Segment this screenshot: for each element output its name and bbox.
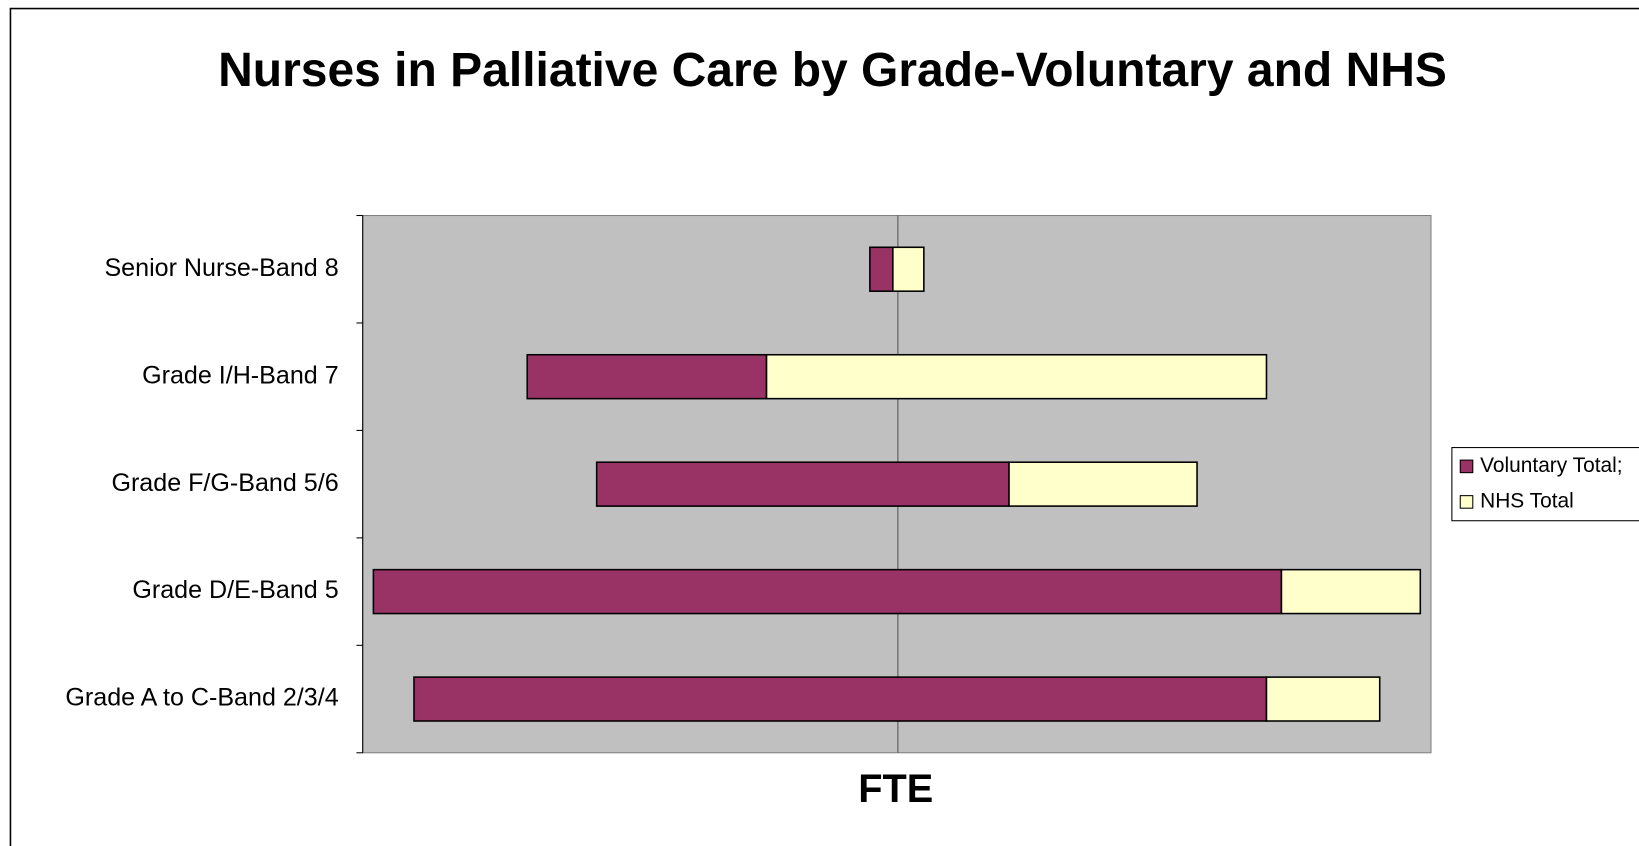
legend-swatch — [1459, 495, 1474, 509]
y-tick-label: Grade A to C-Band 2/3/4 — [65, 684, 338, 712]
bar — [413, 676, 1268, 722]
y-tick-label: Grade I/H-Band 7 — [142, 361, 339, 389]
legend-label: Voluntary Total; — [1480, 454, 1622, 477]
bar — [892, 246, 925, 292]
chart-title: Nurses in Palliative Care by Grade-Volun… — [218, 44, 1447, 97]
bar — [526, 353, 768, 400]
bar — [595, 461, 1010, 507]
y-tick-label: Senior Nurse-Band 8 — [104, 254, 338, 282]
bar — [869, 246, 894, 292]
y-tick-label: Grade D/E-Band 5 — [132, 576, 338, 604]
bar — [765, 353, 1268, 400]
bar — [1280, 568, 1422, 615]
legend-swatch — [1459, 459, 1474, 474]
legend-box — [1451, 447, 1639, 522]
y-tick-label: Grade F/G-Band 5/6 — [111, 469, 338, 497]
bar — [1265, 676, 1381, 722]
bar — [372, 568, 1283, 615]
legend-label: NHS Total — [1480, 489, 1574, 512]
bar — [1008, 461, 1198, 507]
x-axis-title: FTE — [858, 767, 933, 811]
